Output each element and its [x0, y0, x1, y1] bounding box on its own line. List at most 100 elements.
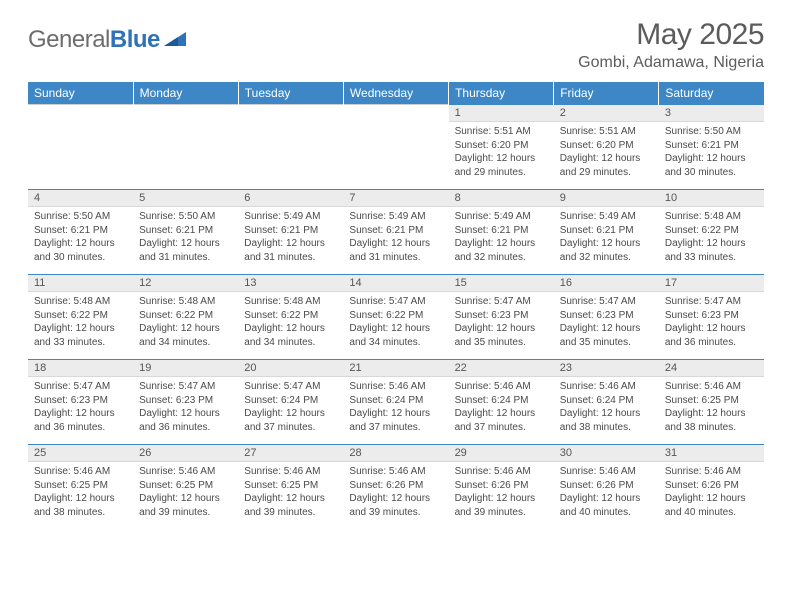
sunset-line: Sunset: 6:24 PM: [455, 394, 548, 408]
sunrise-line: Sunrise: 5:46 AM: [34, 465, 127, 479]
day-number-cell: 14: [343, 275, 448, 292]
daylight-line: Daylight: 12 hours and 33 minutes.: [34, 322, 127, 349]
daylight-line: Daylight: 12 hours and 31 minutes.: [349, 237, 442, 264]
daylight-line: Daylight: 12 hours and 40 minutes.: [665, 492, 758, 519]
sunset-line: Sunset: 6:21 PM: [455, 224, 548, 238]
sunrise-line: Sunrise: 5:47 AM: [244, 380, 337, 394]
location-subtitle: Gombi, Adamawa, Nigeria: [578, 54, 764, 72]
daylight-line: Daylight: 12 hours and 38 minutes.: [34, 492, 127, 519]
daylight-line: Daylight: 12 hours and 38 minutes.: [560, 407, 653, 434]
day-number-cell: 21: [343, 360, 448, 377]
sunrise-line: Sunrise: 5:46 AM: [244, 465, 337, 479]
day-content-cell: Sunrise: 5:48 AMSunset: 6:22 PMDaylight:…: [659, 207, 764, 275]
calendar-head: SundayMondayTuesdayWednesdayThursdayFrid…: [28, 82, 764, 105]
day-content-row: Sunrise: 5:50 AM Sunset: 6:21 PM Daylight:…: [28, 207, 764, 275]
day-number-cell: 20: [238, 360, 343, 377]
brand-part1: General: [28, 26, 110, 53]
sunrise-line: Sunrise: 5:48 AM: [244, 295, 337, 309]
sunset-line: Sunset: 6:23 PM: [455, 309, 548, 323]
weekday-header: Wednesday: [343, 82, 448, 105]
title-block: May 2025 Gombi, Adamawa, Nigeria: [578, 18, 764, 72]
sunrise-line: Sunrise: 5:49 AM: [560, 210, 653, 224]
daylight-line: Daylight: 12 hours and 31 minutes.: [244, 237, 337, 264]
weekday-header: Thursday: [449, 82, 554, 105]
daylight-line: Daylight: 12 hours and 30 minutes.: [665, 152, 758, 179]
day-content-cell: Sunrise: 5:47 AMSunset: 6:23 PMDaylight:…: [554, 292, 659, 360]
day-number-cell: 8: [449, 190, 554, 207]
day-number-cell: 25: [28, 445, 133, 462]
day-content-cell: [238, 122, 343, 190]
day-number-row: 11121314151617: [28, 275, 764, 292]
day-content-row: Sunrise: 5:48 AMSunset: 6:22 PMDaylight:…: [28, 292, 764, 360]
sunset-line: Sunset: 6:21 PM: [560, 224, 653, 238]
day-number-row: 25262728293031: [28, 445, 764, 462]
day-content-cell: Sunrise: 5:48 AMSunset: 6:22 PMDaylight:…: [238, 292, 343, 360]
day-number-cell: 1: [449, 105, 554, 122]
day-content-cell: Sunrise: 5:47 AMSunset: 6:23 PMDaylight:…: [133, 377, 238, 445]
weekday-header: Tuesday: [238, 82, 343, 105]
day-number-cell: 3: [659, 105, 764, 122]
brand-logo: GeneralBlue: [28, 18, 186, 54]
day-number-row: 18192021222324: [28, 360, 764, 377]
sunset-line: Sunset: 6:23 PM: [665, 309, 758, 323]
day-content-row: Sunrise: 5:46 AMSunset: 6:25 PMDaylight:…: [28, 462, 764, 530]
sunset-line: Sunset: 6:20 PM: [455, 139, 548, 153]
sunrise-line: Sunrise: 5:47 AM: [349, 295, 442, 309]
day-number-cell: 18: [28, 360, 133, 377]
day-number-cell: [28, 105, 133, 122]
day-content-cell: [28, 122, 133, 190]
sunrise-line: Sunrise: 5:51 AM: [560, 125, 653, 139]
sunset-line: Sunset: 6:22 PM: [349, 309, 442, 323]
sunset-line: Sunset: 6:21 PM: [665, 139, 758, 153]
sunrise-line: Sunrise: 5:47 AM: [560, 295, 653, 309]
sunrise-line: Sunrise: 5:46 AM: [665, 465, 758, 479]
day-content-cell: Sunrise: 5:46 AMSunset: 6:24 PMDaylight:…: [449, 377, 554, 445]
day-number-cell: 23: [554, 360, 659, 377]
daylight-line: Daylight: 12 hours and 38 minutes.: [665, 407, 758, 434]
daylight-line: Daylight: 12 hours and 34 minutes.: [244, 322, 337, 349]
sunrise-line: Sunrise: 5:46 AM: [349, 380, 442, 394]
daylight-line: Daylight: 12 hours and 31 minutes.: [139, 237, 232, 264]
day-content-row: Sunrise: 5:51 AMSunset: 6:20 PMDaylight:…: [28, 122, 764, 190]
sunrise-line: Sunrise: 5:50 AM: [139, 210, 232, 224]
day-number-cell: 11: [28, 275, 133, 292]
daylight-line: Daylight: 12 hours and 36 minutes.: [139, 407, 232, 434]
sunrise-line: Sunrise: 5:49 AM: [349, 210, 442, 224]
day-number-row: 123: [28, 105, 764, 122]
sunset-line: Sunset: 6:25 PM: [139, 479, 232, 493]
day-number-cell: 13: [238, 275, 343, 292]
day-content-cell: [343, 122, 448, 190]
sunset-line: Sunset: 6:23 PM: [139, 394, 232, 408]
sunrise-line: Sunrise: 5:50 AM: [34, 210, 127, 224]
sunrise-line: Sunrise: 5:47 AM: [139, 380, 232, 394]
day-content-cell: [133, 122, 238, 190]
daylight-line: Daylight: 12 hours and 34 minutes.: [139, 322, 232, 349]
sunrise-line: Sunrise: 5:46 AM: [560, 465, 653, 479]
day-number-cell: 22: [449, 360, 554, 377]
day-content-cell: Sunrise: 5:51 AMSunset: 6:20 PMDaylight:…: [449, 122, 554, 190]
day-content-cell: Sunrise: 5:50 AMSunset: 6:21 PMDaylight:…: [28, 207, 133, 275]
day-number-cell: 12: [133, 275, 238, 292]
daylight-line: Daylight: 12 hours and 29 minutes.: [560, 152, 653, 179]
sunset-line: Sunset: 6:22 PM: [139, 309, 232, 323]
sunrise-line: Sunrise: 5:46 AM: [139, 465, 232, 479]
day-number-cell: 19: [133, 360, 238, 377]
sunrise-line: Sunrise: 5:46 AM: [349, 465, 442, 479]
sunset-line: Sunset: 6:24 PM: [349, 394, 442, 408]
daylight-line: Daylight: 12 hours and 39 minutes.: [139, 492, 232, 519]
sunrise-line: Sunrise: 5:48 AM: [34, 295, 127, 309]
weekday-header: Monday: [133, 82, 238, 105]
day-content-cell: Sunrise: 5:49 AMSunset: 6:21 PMDaylight:…: [554, 207, 659, 275]
sunrise-line: Sunrise: 5:46 AM: [455, 465, 548, 479]
daylight-line: Daylight: 12 hours and 39 minutes.: [349, 492, 442, 519]
day-number-cell: 17: [659, 275, 764, 292]
weekday-header: Saturday: [659, 82, 764, 105]
weekday-header: Friday: [554, 82, 659, 105]
sunrise-line: Sunrise: 5:51 AM: [455, 125, 548, 139]
day-number-cell: 24: [659, 360, 764, 377]
sunrise-line: Sunrise: 5:48 AM: [139, 295, 232, 309]
day-number-cell: 9: [554, 190, 659, 207]
weekday-header-row: SundayMondayTuesdayWednesdayThursdayFrid…: [28, 82, 764, 105]
day-number-cell: 29: [449, 445, 554, 462]
sunset-line: Sunset: 6:23 PM: [34, 394, 127, 408]
